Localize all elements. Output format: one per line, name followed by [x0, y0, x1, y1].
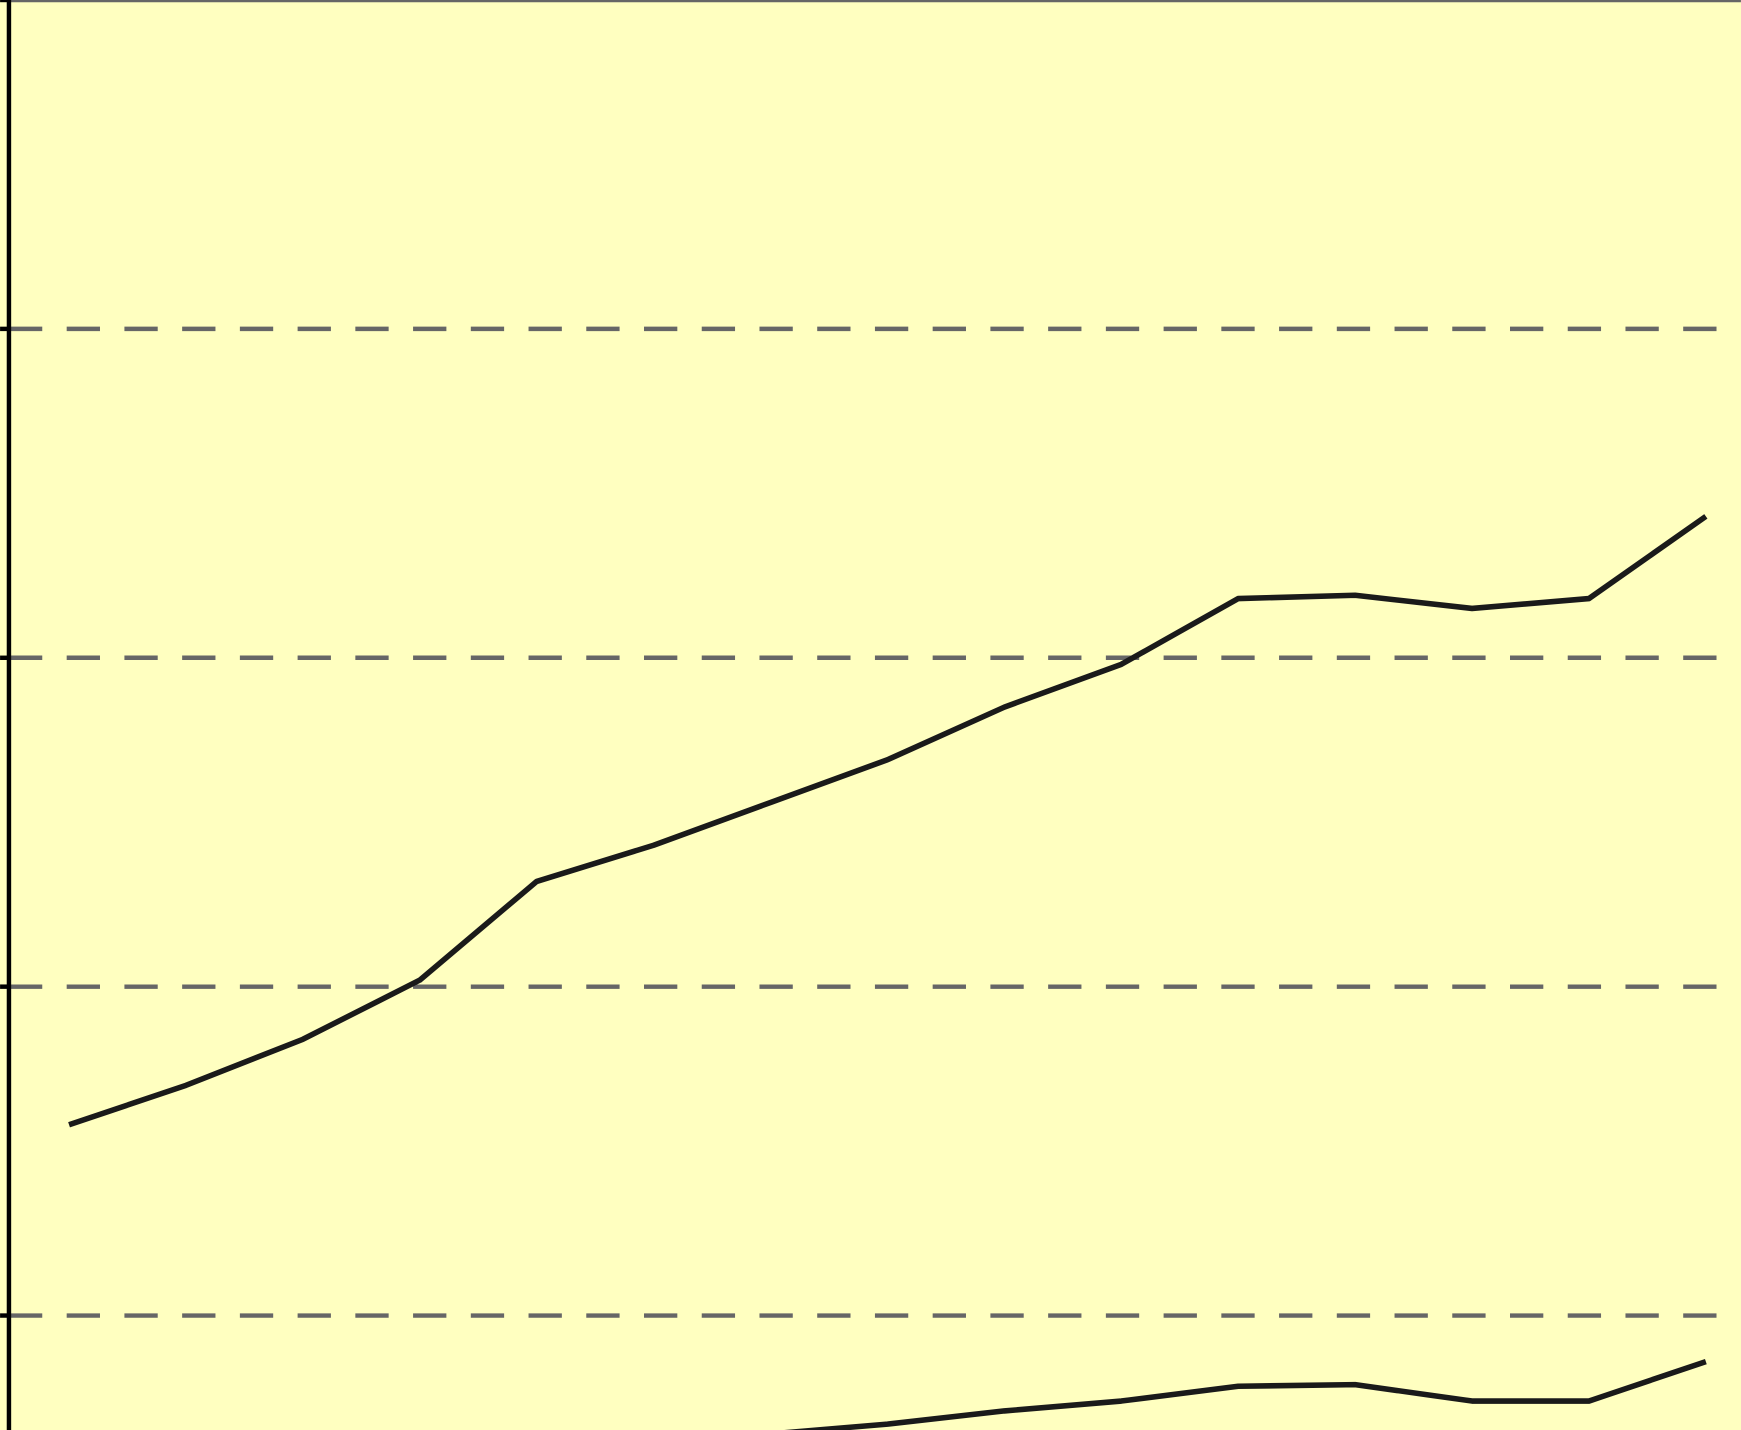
- data-line: [68, 514, 1708, 1128]
- data-line: [784, 1358, 1707, 1430]
- plot-area: [68, 514, 1708, 1430]
